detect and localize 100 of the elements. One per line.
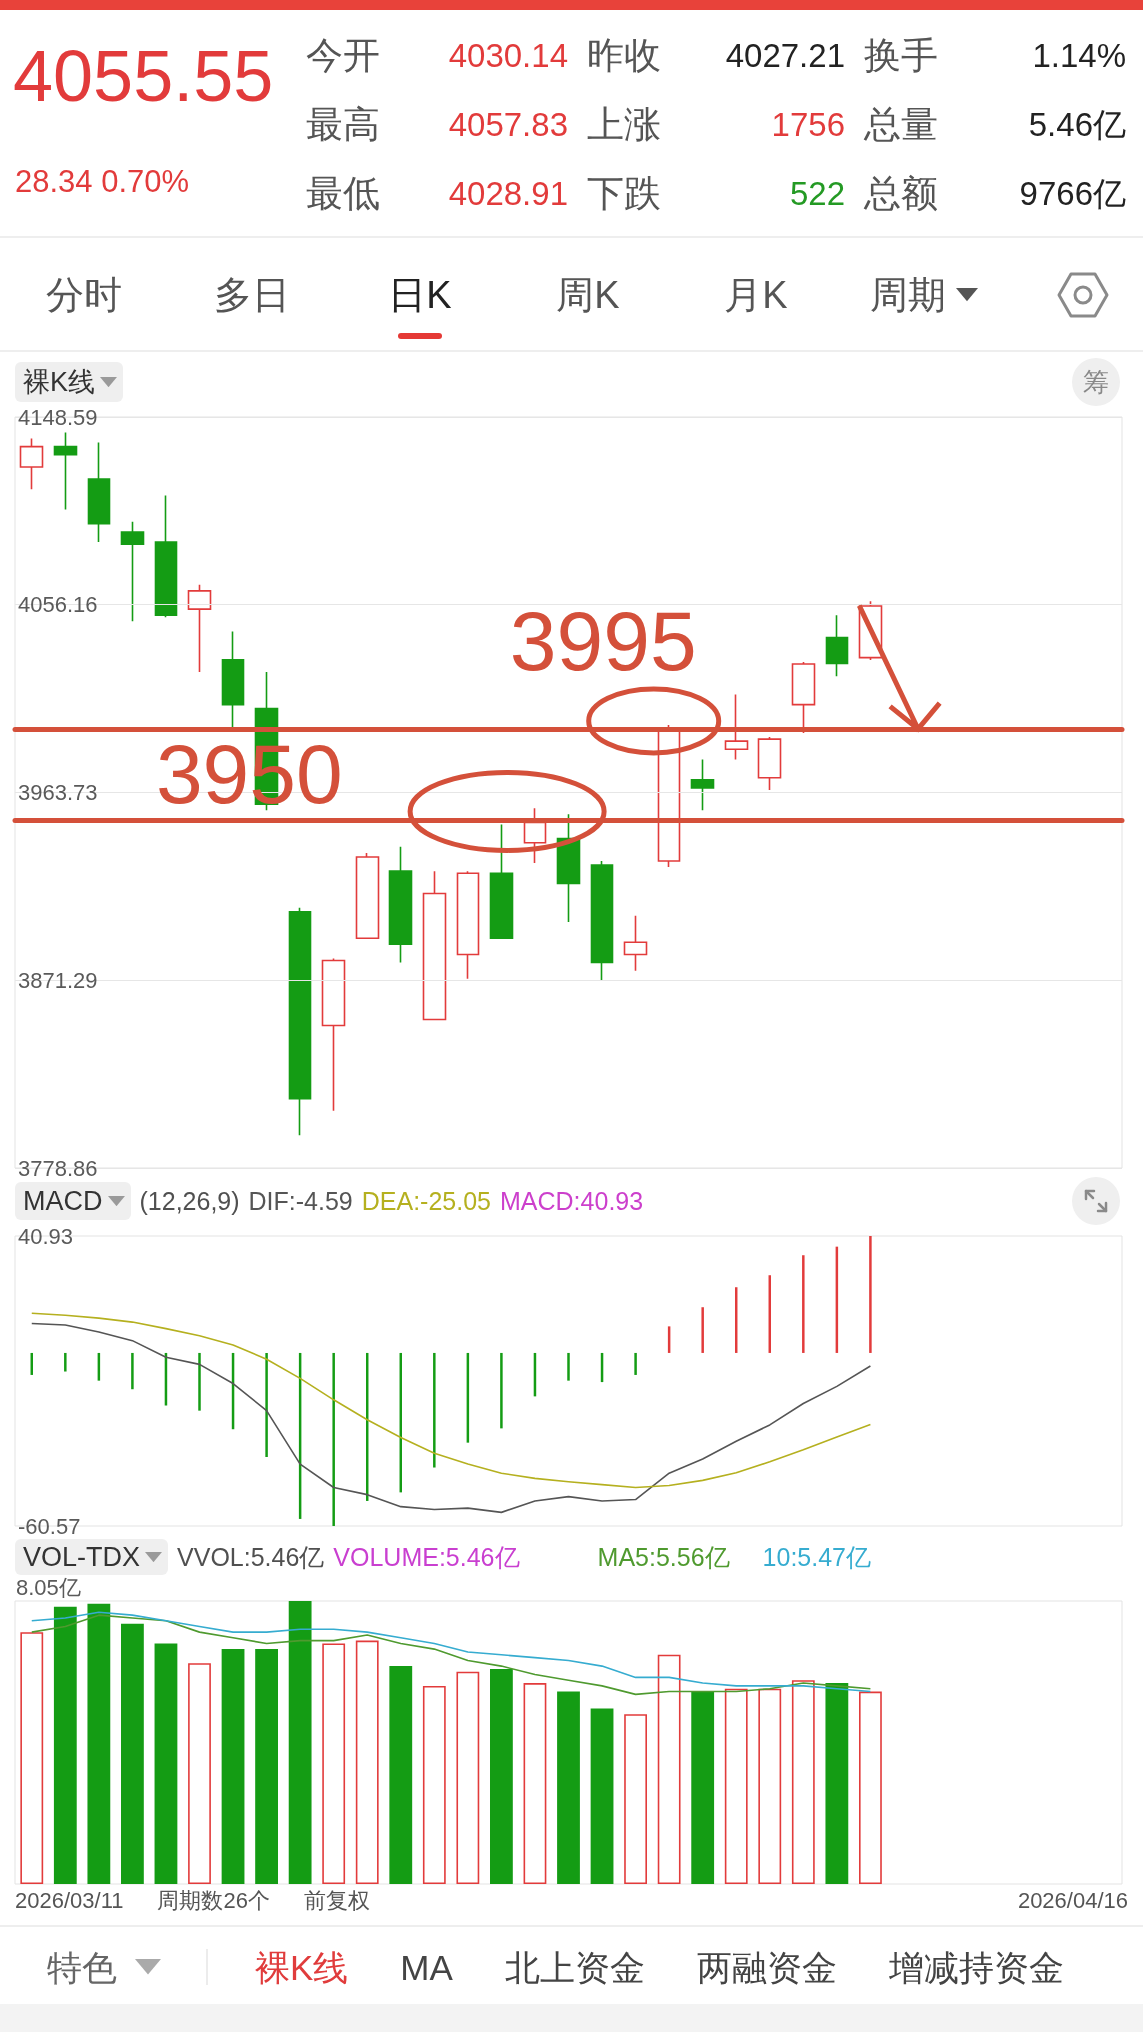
text: 9766亿	[1019, 174, 1126, 212]
text: 多日	[214, 274, 290, 316]
bar	[456, 1671, 480, 1884]
category-label: 下跌	[587, 172, 661, 214]
candlestick	[757, 736, 782, 791]
bar	[691, 1691, 715, 1884]
bar	[355, 1640, 379, 1884]
chart-title: 裸K线	[23, 366, 96, 397]
text: 1756	[771, 105, 845, 143]
bar	[802, 1255, 805, 1353]
category-label: 上涨	[587, 103, 661, 145]
chart-subtitle: (12,26,9)	[139, 1186, 240, 1215]
text: 522	[789, 174, 845, 212]
text: MA5:5.56亿	[597, 1542, 730, 1571]
bar	[64, 1352, 67, 1372]
text: MACD:40.93	[500, 1186, 644, 1215]
bar	[87, 1603, 111, 1884]
text: 28.34 0.70%	[15, 163, 190, 199]
candlestick	[120, 520, 145, 623]
text: 北上资金	[504, 1947, 645, 1987]
text: 4057.83	[448, 105, 568, 143]
bar	[188, 1663, 211, 1884]
bar	[265, 1352, 268, 1457]
candlestick	[321, 957, 346, 1112]
category-label: 今开	[306, 34, 380, 76]
bar	[825, 1683, 849, 1884]
text: 前复权	[303, 1888, 370, 1913]
text: 分时	[46, 274, 122, 316]
bar	[500, 1352, 503, 1429]
text: 4055.55	[13, 36, 274, 116]
bar	[422, 1685, 446, 1884]
text: 周期数26个	[157, 1888, 270, 1913]
text: 5.46亿	[1028, 105, 1126, 143]
text: 4030.14	[448, 36, 568, 74]
candlestick	[590, 860, 614, 982]
chart-subtitle: VVOL:5.46亿	[177, 1542, 325, 1571]
bar	[758, 1688, 782, 1884]
y-tick-label: 4056.16	[18, 592, 98, 618]
category-label: 最低	[306, 172, 380, 214]
candlestick	[221, 630, 245, 730]
candlestick	[288, 906, 312, 1137]
text: 4028.91	[448, 174, 568, 212]
bar	[557, 1691, 580, 1884]
legend-label: 3995	[509, 593, 697, 688]
text: 周K	[556, 274, 620, 316]
line-series	[30, 1322, 872, 1514]
candlestick	[825, 614, 849, 677]
candlestick	[724, 693, 749, 761]
category-label: 昨收	[587, 34, 661, 76]
text: VOLUME:5.46亿	[333, 1542, 520, 1571]
bar	[121, 1623, 144, 1884]
text: 裸K线	[255, 1947, 349, 1987]
bar	[332, 1352, 335, 1526]
candlestick	[422, 870, 447, 1021]
category-label: 总量	[864, 103, 938, 145]
y-tick-label: 3871.29	[18, 967, 98, 993]
candlestick	[456, 870, 480, 980]
text: 2026/03/11	[15, 1888, 124, 1913]
chart-title: VOL-TDX	[23, 1541, 141, 1572]
candlestick	[791, 661, 816, 734]
bar	[322, 1643, 346, 1884]
y-tick-label: 40.93	[18, 1223, 74, 1249]
candlestick	[690, 758, 715, 812]
bar	[859, 1691, 882, 1884]
bar	[624, 1714, 647, 1884]
text: 4027.21	[725, 36, 845, 74]
bar	[657, 1654, 681, 1884]
line-series	[30, 1312, 872, 1489]
bar	[131, 1352, 134, 1390]
chart-title: MACD	[23, 1185, 103, 1216]
round-button: 筹	[1072, 358, 1120, 406]
text: 两融资金	[696, 1947, 837, 1987]
bar	[567, 1352, 570, 1381]
candlestick	[523, 807, 547, 864]
candlestick	[489, 823, 514, 939]
text: 月K	[724, 274, 788, 316]
candlestick	[87, 441, 111, 543]
bar	[20, 1632, 44, 1884]
bar	[701, 1307, 704, 1353]
candlestick	[187, 583, 212, 673]
bar	[590, 1708, 614, 1884]
text: 增减持资金	[888, 1947, 1064, 1987]
y-tick-label: 4148.59	[18, 404, 98, 430]
bar	[154, 1643, 178, 1884]
bar	[869, 1236, 872, 1353]
bar	[433, 1352, 436, 1468]
candlestick	[388, 845, 413, 964]
category-label: 总额	[864, 172, 938, 214]
candlestick	[154, 494, 178, 619]
text: 8.05亿	[16, 1575, 81, 1600]
bar	[724, 1688, 748, 1884]
bar	[255, 1649, 278, 1884]
text: DIF:-4.59	[248, 1186, 353, 1215]
category-label: 最高	[306, 103, 380, 145]
text: 1.14%	[1032, 36, 1126, 74]
bar	[198, 1352, 201, 1411]
bar	[523, 1683, 547, 1884]
bar	[53, 1606, 77, 1884]
bar	[490, 1668, 513, 1884]
text: 周期	[870, 274, 946, 316]
